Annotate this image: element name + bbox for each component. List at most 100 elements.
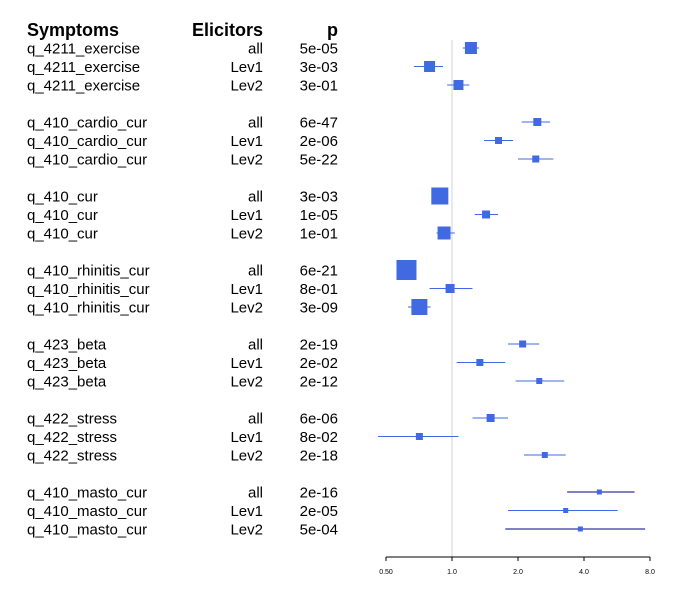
estimate-box — [445, 284, 455, 293]
estimate-box — [437, 226, 451, 240]
forest-row: q_4211_exercise Lev2 3e-01 — [27, 78, 470, 95]
symptom-label: q_423_beta — [27, 374, 107, 391]
p-value: 6e-06 — [300, 411, 338, 428]
estimate-box — [476, 359, 484, 366]
forest-row: q_410_rhinitis_cur all 6e-21 — [27, 260, 417, 280]
elicitor-label: Lev2 — [230, 300, 263, 317]
symptom-label: q_410_masto_cur — [27, 485, 147, 502]
estimate-box — [519, 340, 527, 348]
estimate-box — [495, 137, 503, 144]
elicitor-label: all — [248, 115, 263, 132]
symptom-label: q_410_cur — [27, 207, 98, 224]
forest-row: q_410_cur Lev1 1e-05 — [27, 207, 498, 224]
forest-row: q_410_rhinitis_cur Lev2 3e-09 — [27, 299, 431, 317]
elicitor-label: Lev1 — [230, 59, 263, 76]
elicitor-label: Lev2 — [230, 152, 263, 169]
p-value: 2e-19 — [300, 337, 338, 354]
elicitor-label: Lev2 — [230, 226, 263, 243]
forest-row: q_422_stress Lev1 8e-02 — [27, 429, 459, 446]
elicitor-label: Lev1 — [230, 207, 263, 224]
x-tick-label: 1.0 — [447, 569, 457, 576]
p-value: 3e-03 — [300, 59, 338, 76]
symptom-label: q_410_rhinitis_cur — [27, 281, 150, 298]
estimate-box — [411, 299, 428, 315]
symptom-label: q_410_rhinitis_cur — [27, 263, 150, 280]
estimate-box — [464, 42, 477, 54]
forest-row: q_410_masto_cur Lev2 5e-04 — [27, 522, 646, 539]
forest-row: q_422_stress all 6e-06 — [27, 411, 508, 428]
elicitor-label: Lev2 — [230, 522, 263, 539]
symptom-label: q_410_masto_cur — [27, 503, 147, 520]
symptom-label: q_410_masto_cur — [27, 522, 147, 539]
symptom-label: q_4211_exercise — [27, 41, 140, 58]
estimate-box — [453, 80, 464, 90]
symptom-label: q_410_cardio_cur — [27, 133, 147, 150]
estimate-box — [536, 378, 543, 384]
estimate-box — [396, 260, 417, 280]
header-symptoms: Symptoms — [27, 20, 119, 40]
p-value: 1e-01 — [300, 226, 338, 243]
estimate-box — [415, 433, 423, 440]
p-value: 8e-02 — [300, 429, 338, 446]
p-value: 6e-47 — [300, 115, 338, 132]
forest-row: q_410_cardio_cur Lev1 2e-06 — [27, 133, 514, 150]
elicitor-label: Lev1 — [230, 503, 263, 520]
forest-row: q_410_masto_cur Lev1 2e-05 — [27, 503, 618, 520]
p-value: 2e-05 — [300, 503, 338, 520]
symptom-label: q_422_stress — [27, 411, 117, 428]
symptom-label: q_410_rhinitis_cur — [27, 300, 150, 317]
symptom-label: q_423_beta — [27, 337, 107, 354]
p-value: 3e-03 — [300, 189, 338, 206]
x-tick-label: 8.0 — [645, 569, 655, 576]
header-elicitors: Elicitors — [192, 20, 263, 40]
symptom-label: q_410_cardio_cur — [27, 115, 147, 132]
elicitor-label: Lev1 — [230, 281, 263, 298]
x-tick-label: 4.0 — [579, 569, 589, 576]
x-axis: 0.50 1.0 2.0 4.0 8.0 — [379, 556, 655, 576]
p-value: 2e-06 — [300, 133, 338, 150]
forest-row: q_423_beta Lev2 2e-12 — [27, 374, 565, 391]
estimate-box — [482, 210, 491, 219]
p-value: 2e-18 — [300, 448, 338, 465]
estimate-box — [424, 61, 436, 72]
elicitor-label: Lev1 — [230, 429, 263, 446]
estimate-box — [486, 414, 495, 422]
forest-row: q_410_rhinitis_cur Lev1 8e-01 — [27, 281, 473, 298]
p-value: 1e-05 — [300, 207, 338, 224]
symptom-label: q_410_cur — [27, 226, 98, 243]
estimate-box — [596, 489, 602, 495]
p-value: 5e-04 — [300, 522, 338, 539]
forest-row: q_4211_exercise Lev1 3e-03 — [27, 59, 444, 76]
p-value: 3e-01 — [300, 78, 338, 95]
symptom-label: q_4211_exercise — [27, 78, 140, 95]
symptom-label: q_4211_exercise — [27, 59, 140, 76]
forest-row: q_422_stress Lev2 2e-18 — [27, 448, 566, 465]
p-value: 8e-01 — [300, 281, 338, 298]
symptom-label: q_423_beta — [27, 355, 107, 372]
forest-row: q_423_beta all 2e-19 — [27, 337, 540, 354]
elicitor-label: all — [248, 263, 263, 280]
elicitor-label: all — [248, 189, 263, 206]
elicitor-label: all — [248, 411, 263, 428]
forest-row: q_423_beta Lev1 2e-02 — [27, 355, 506, 372]
forest-row: q_410_cardio_cur all 6e-47 — [27, 115, 551, 132]
forest-row: q_410_masto_cur all 2e-16 — [27, 485, 635, 502]
symptom-label: q_422_stress — [27, 429, 117, 446]
elicitor-label: Lev2 — [230, 78, 263, 95]
elicitor-label: Lev2 — [230, 374, 263, 391]
estimate-box — [577, 526, 583, 532]
elicitor-label: all — [248, 337, 263, 354]
estimate-box — [431, 187, 449, 205]
x-tick-label: 2.0 — [513, 569, 523, 576]
estimate-box — [533, 118, 542, 126]
symptom-label: q_422_stress — [27, 448, 117, 465]
forest-row: q_410_cur Lev2 1e-01 — [27, 226, 455, 243]
forest-row: q_410_cur all 3e-03 — [27, 187, 449, 206]
p-value: 2e-12 — [300, 374, 338, 391]
p-value: 5e-22 — [300, 152, 338, 169]
elicitor-label: Lev1 — [230, 133, 263, 150]
estimate-box — [563, 508, 569, 513]
header-p: p — [327, 20, 338, 40]
elicitor-label: all — [248, 41, 263, 58]
forest-row: q_410_cardio_cur Lev2 5e-22 — [27, 152, 554, 169]
